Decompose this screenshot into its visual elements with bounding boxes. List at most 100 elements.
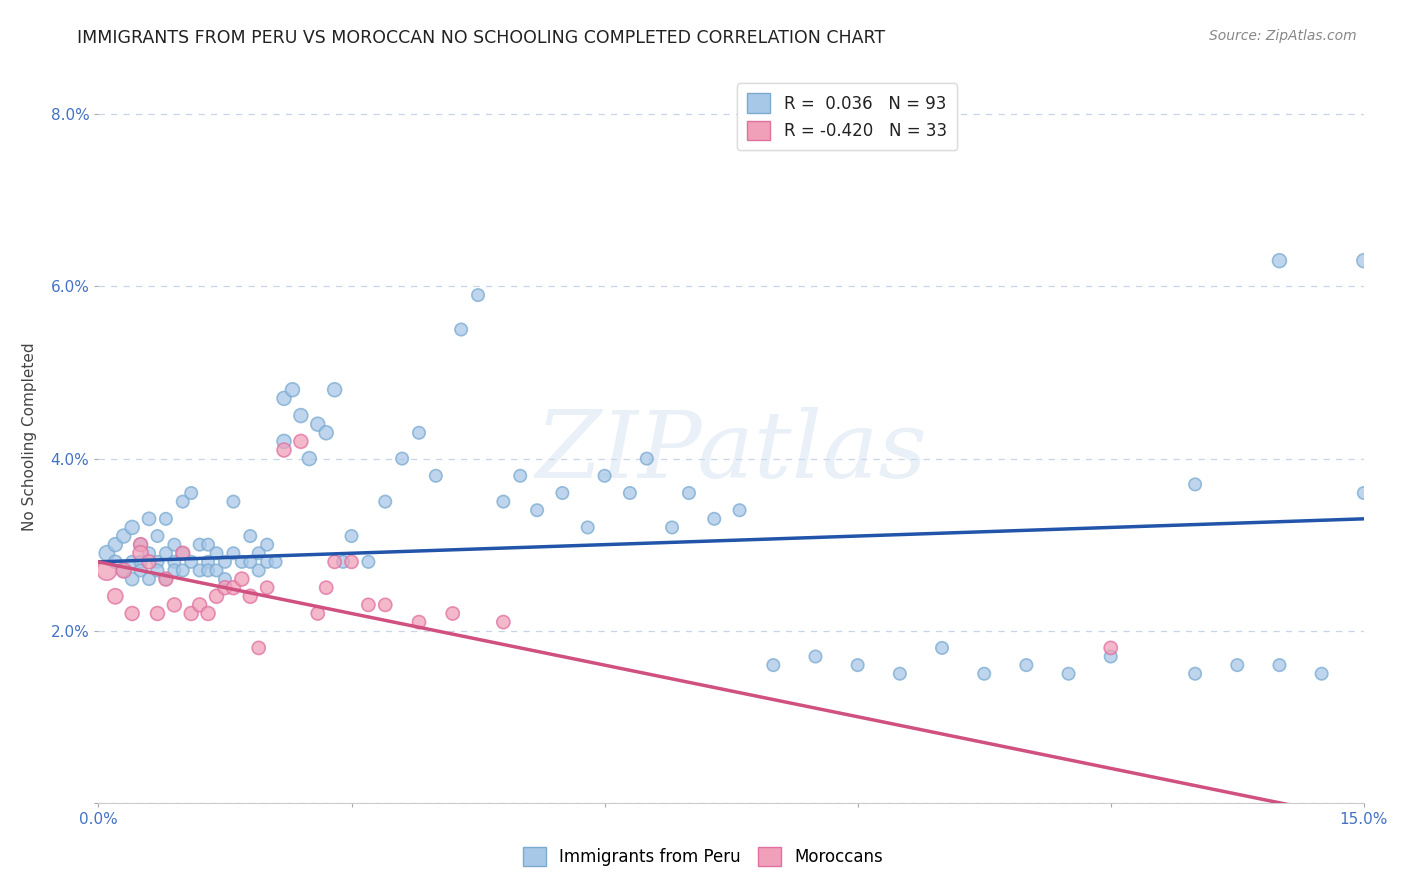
Point xyxy=(374,494,396,508)
Point xyxy=(197,555,219,569)
Point xyxy=(307,417,329,432)
Point xyxy=(340,529,363,543)
Point xyxy=(129,564,152,578)
Point xyxy=(374,598,396,612)
Point xyxy=(256,581,278,595)
Point xyxy=(96,546,118,560)
Point xyxy=(408,615,430,629)
Point xyxy=(239,555,262,569)
Point xyxy=(146,564,169,578)
Point xyxy=(231,555,253,569)
Point xyxy=(576,520,599,534)
Point xyxy=(256,555,278,569)
Point xyxy=(188,538,211,552)
Point xyxy=(290,409,312,423)
Y-axis label: No Schooling Completed: No Schooling Completed xyxy=(21,343,37,532)
Point xyxy=(762,658,785,673)
Point xyxy=(1057,666,1080,681)
Point xyxy=(163,598,186,612)
Point xyxy=(146,555,169,569)
Point xyxy=(138,546,160,560)
Point xyxy=(636,451,658,466)
Point xyxy=(256,538,278,552)
Point xyxy=(163,555,186,569)
Point xyxy=(323,383,346,397)
Point xyxy=(104,589,127,603)
Point xyxy=(315,425,337,440)
Text: ZIPatlas: ZIPatlas xyxy=(536,407,927,497)
Point xyxy=(273,442,295,457)
Point xyxy=(1310,666,1333,681)
Point xyxy=(146,607,169,621)
Point xyxy=(155,572,177,586)
Point xyxy=(163,564,186,578)
Point xyxy=(172,564,194,578)
Point xyxy=(315,581,337,595)
Point xyxy=(222,546,245,560)
Point xyxy=(1353,486,1375,500)
Point xyxy=(1226,658,1249,673)
Point xyxy=(450,322,472,336)
Point xyxy=(332,555,354,569)
Point xyxy=(273,434,295,449)
Point xyxy=(222,494,245,508)
Point xyxy=(425,468,447,483)
Point xyxy=(138,572,160,586)
Point xyxy=(290,434,312,449)
Point xyxy=(129,546,152,560)
Point xyxy=(1268,658,1291,673)
Point xyxy=(357,598,380,612)
Point xyxy=(661,520,683,534)
Point xyxy=(1099,640,1122,655)
Point xyxy=(509,468,531,483)
Point xyxy=(214,572,236,586)
Point xyxy=(188,598,211,612)
Point xyxy=(172,546,194,560)
Point xyxy=(619,486,641,500)
Point xyxy=(138,512,160,526)
Point xyxy=(846,658,869,673)
Point xyxy=(121,572,143,586)
Point xyxy=(298,451,321,466)
Point xyxy=(273,392,295,406)
Point xyxy=(155,546,177,560)
Point xyxy=(104,555,127,569)
Point xyxy=(112,564,135,578)
Point xyxy=(180,486,202,500)
Point xyxy=(526,503,548,517)
Point xyxy=(121,607,143,621)
Point xyxy=(239,529,262,543)
Point xyxy=(155,512,177,526)
Point xyxy=(214,555,236,569)
Point xyxy=(197,564,219,578)
Point xyxy=(931,640,953,655)
Point xyxy=(214,581,236,595)
Text: IMMIGRANTS FROM PERU VS MOROCCAN NO SCHOOLING COMPLETED CORRELATION CHART: IMMIGRANTS FROM PERU VS MOROCCAN NO SCHO… xyxy=(77,29,886,46)
Point xyxy=(112,529,135,543)
Point xyxy=(247,640,270,655)
Point xyxy=(112,564,135,578)
Point xyxy=(163,538,186,552)
Point xyxy=(467,288,489,302)
Point xyxy=(247,564,270,578)
Point xyxy=(678,486,700,500)
Point xyxy=(121,520,143,534)
Point xyxy=(323,555,346,569)
Point xyxy=(728,503,751,517)
Point xyxy=(889,666,911,681)
Point xyxy=(188,564,211,578)
Point xyxy=(492,615,515,629)
Point xyxy=(264,555,287,569)
Point xyxy=(197,538,219,552)
Point xyxy=(1099,649,1122,664)
Point xyxy=(129,538,152,552)
Point xyxy=(247,546,270,560)
Point xyxy=(96,564,118,578)
Point xyxy=(205,546,228,560)
Point xyxy=(492,494,515,508)
Point xyxy=(222,581,245,595)
Text: Source: ZipAtlas.com: Source: ZipAtlas.com xyxy=(1209,29,1357,43)
Point xyxy=(1184,477,1206,491)
Point xyxy=(172,494,194,508)
Legend: Immigrants from Peru, Moroccans: Immigrants from Peru, Moroccans xyxy=(515,838,891,875)
